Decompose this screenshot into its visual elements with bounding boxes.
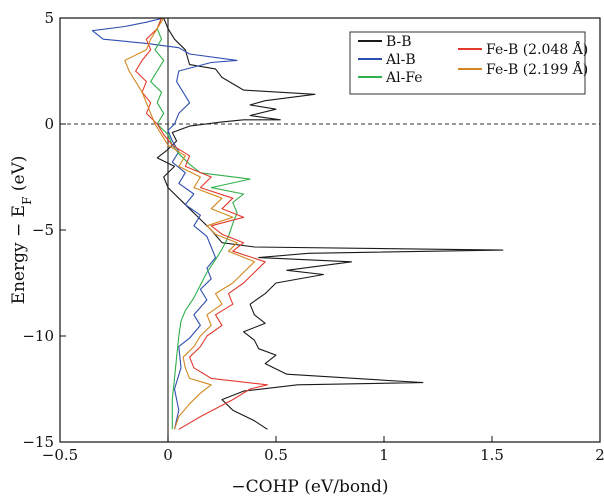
series-line-2 — [150, 18, 251, 430]
x-tick-label-0: −0.5 — [42, 446, 78, 464]
y-tick-label-1: 0 — [44, 115, 54, 133]
x-tick-label-4: 1.5 — [480, 446, 504, 464]
x-tick-label-1: 0 — [163, 446, 173, 464]
y-tick-label-0: 5 — [44, 9, 54, 27]
legend-label-1: Al-B — [385, 52, 416, 68]
y-axis-title-subscript: F — [20, 197, 34, 205]
x-tick-label-5: 2 — [595, 446, 604, 464]
legend-label-0: B-B — [386, 34, 412, 50]
x-tick-label-3: 1 — [379, 446, 389, 464]
y-tick-label-3: −10 — [22, 327, 54, 345]
series-line-0 — [156, 18, 504, 430]
series-layer — [91, 18, 504, 430]
plot-area — [60, 18, 600, 442]
legend: B-B Al-B Al-Fe Fe-B (2.048 Å) Fe-B (2.199 Å) — [349, 31, 588, 95]
y-axis-title-unit: (eV) — [9, 156, 29, 197]
legend-label-2: Al-Fe — [385, 70, 423, 86]
y-axis-title: Energy − EF (eV) — [9, 156, 34, 305]
legend-box — [349, 31, 586, 95]
y-tick-label-4: −15 — [22, 433, 54, 451]
axes-layer: −0.5 0 0.5 1 1.5 2 5 0 −5 −10 −15 −COHP (eV/bond) En… — [9, 9, 604, 497]
series-line-1 — [91, 18, 238, 430]
y-tick-label-2: −5 — [32, 221, 54, 239]
legend-label-4: Fe-B (2.199 Å) — [486, 60, 588, 78]
legend-label-3: Fe-B (2.048 Å) — [486, 40, 588, 58]
series-line-3 — [135, 18, 268, 430]
y-axis-title-main: Energy − E — [9, 205, 29, 305]
x-tick-label-2: 0.5 — [264, 446, 288, 464]
series-line-4 — [124, 18, 255, 430]
x-axis-title: −COHP (eV/bond) — [231, 477, 388, 497]
